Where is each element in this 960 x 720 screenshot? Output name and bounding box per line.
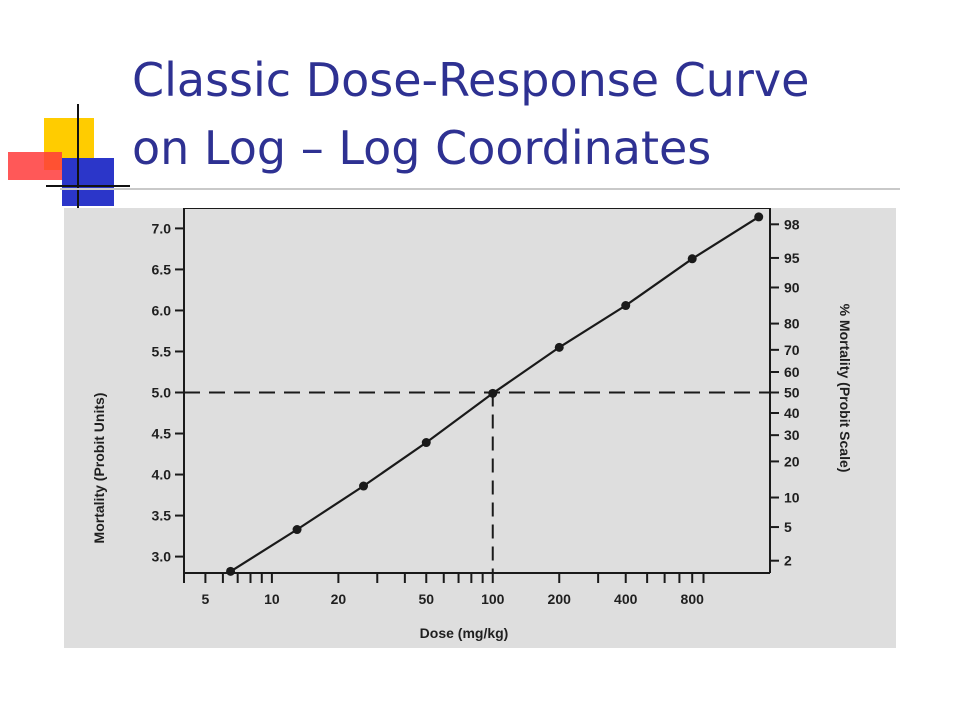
x-tick-label: 800 — [681, 591, 705, 607]
data-point — [754, 212, 764, 222]
slide-decoration — [8, 104, 130, 212]
data-point — [687, 254, 697, 264]
y-tick-label: 6.0 — [152, 302, 172, 318]
y2-axis-label: % Mortality (Probit Scale) — [837, 304, 853, 473]
x-tick-label: 20 — [331, 591, 347, 607]
data-point — [488, 388, 498, 398]
x-tick-label: 5 — [202, 591, 210, 607]
data-point — [554, 342, 564, 352]
y-tick-label: 4.5 — [152, 426, 172, 442]
y2-tick-label: 70 — [784, 342, 800, 358]
y2-tick-label: 5 — [784, 519, 792, 535]
y-tick-label: 3.0 — [152, 549, 172, 565]
y2-tick-label: 20 — [784, 453, 800, 469]
data-point — [226, 566, 236, 576]
dose-response-chart: 3.0 3.5 4.0 4.5 5.0 5.5 6.0 6.5 7.0 2 5 10 20 30 40 50… — [91, 208, 853, 641]
blue-square — [62, 158, 114, 206]
y-tick-label: 4.0 — [152, 467, 172, 483]
data-point — [421, 438, 431, 448]
x-tick-label: 400 — [614, 591, 638, 607]
y2-tick-label: 40 — [784, 405, 800, 421]
y-tick-label: 7.0 — [152, 220, 172, 236]
data-point — [621, 301, 631, 311]
data-point — [292, 525, 302, 535]
y2-tick-label: 60 — [784, 364, 800, 380]
y2-tick-label: 2 — [784, 553, 792, 569]
y-tick-label: 6.5 — [152, 261, 172, 277]
y2-tick-label: 50 — [784, 385, 800, 401]
title-divider — [60, 188, 900, 190]
x-tick-label: 10 — [264, 591, 280, 607]
slide-title-line-2: on Log – Log Coordinates — [132, 121, 712, 175]
x-axis-label: Dose (mg/kg) — [420, 625, 509, 641]
y-tick-label: 5.0 — [152, 385, 172, 401]
red-square — [8, 152, 62, 180]
chart-figure: 3.0 3.5 4.0 4.5 5.0 5.5 6.0 6.5 7.0 2 5 10 20 30 40 50… — [64, 208, 896, 648]
y-tick-label: 5.5 — [152, 343, 172, 359]
y2-tick-label: 30 — [784, 427, 800, 443]
y2-tick-label: 80 — [784, 316, 800, 332]
x-tick-label: 100 — [481, 591, 505, 607]
y-axis-label: Mortality (Probit Units) — [91, 393, 107, 544]
y-tick-label: 3.5 — [152, 508, 172, 524]
slide-title: Classic Dose-Response Curve on Log – Log… — [132, 46, 932, 182]
x-tick-label: 50 — [418, 591, 434, 607]
y2-tick-label: 90 — [784, 279, 800, 295]
x-tick-label: 200 — [548, 591, 572, 607]
data-point — [359, 481, 369, 491]
y2-tick-label: 98 — [784, 216, 800, 232]
y2-tick-label: 95 — [784, 250, 800, 266]
y2-tick-label: 10 — [784, 490, 800, 506]
slide-title-line-1: Classic Dose-Response Curve — [132, 53, 810, 107]
